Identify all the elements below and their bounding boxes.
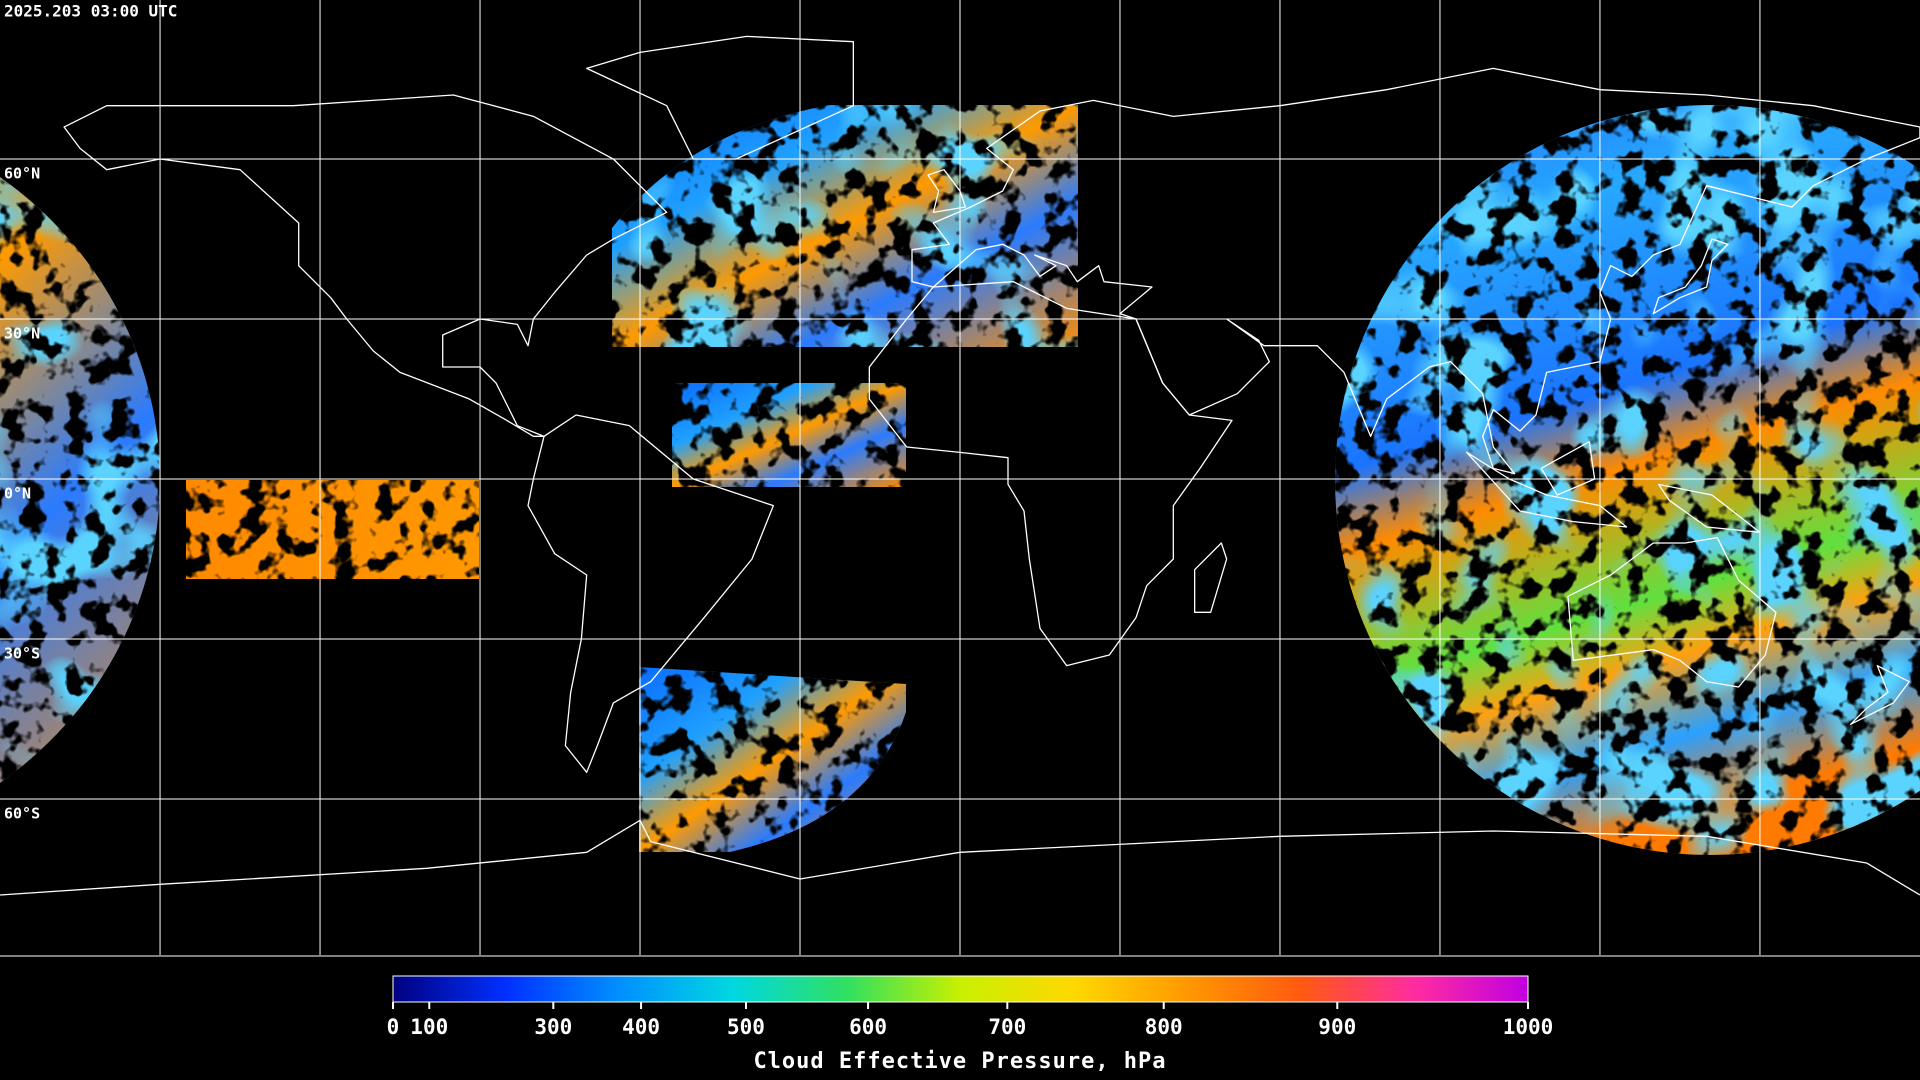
coast-africa [869,282,1232,666]
satellite-imagery [0,105,1920,855]
coast-japan [1653,239,1728,314]
imagery-tropical-atlantic [672,383,906,487]
imagery-pacific [186,480,479,579]
coast-australia [1568,538,1776,687]
latitude-label: 0°N [4,485,31,503]
colorbar-tick-label: 700 [988,1015,1026,1039]
colorbar-title: Cloud Effective Pressure, hPa [753,1049,1166,1074]
colorbar-ramp [392,975,1529,1003]
colorbar-tick-label: 800 [1145,1015,1183,1039]
imagery-west-disk [0,177,160,783]
coast-new-zealand [1851,666,1910,725]
latitude-label: 60°N [4,165,40,183]
latitude-label: 30°S [4,644,40,662]
imagery-south-atlantic [639,667,906,852]
imagery-east-disk [1335,105,1920,855]
colorbar: 0 100 300 400 500 600 700 800 900 1000 [387,975,1554,1039]
graticule [0,0,1920,957]
imagery-north-atlantic [612,105,1078,347]
colorbar-tick-label: 400 [622,1015,660,1039]
colorbar-tick-label: 1000 [1503,1015,1554,1039]
coastlines [0,36,1920,895]
timestamp: 2025.203 03:00 UTC [4,2,177,21]
colorbar-tick-label: 100 [410,1015,448,1039]
colorbar-tick-label: 0 [387,1015,400,1039]
latitude-labels: 60°N 30°N 0°N 30°S 60°S [4,165,40,823]
latitude-label: 60°S [4,804,40,822]
coast-madagascar [1195,543,1227,612]
colorbar-tick-label: 300 [534,1015,572,1039]
colorbar-tick-label: 600 [849,1015,887,1039]
latitude-label: 30°N [4,325,40,343]
coast-north-america [64,95,667,436]
coast-britain [928,170,965,213]
colorbar-tick-label: 900 [1318,1015,1356,1039]
colorbar-tick-label: 500 [727,1015,765,1039]
